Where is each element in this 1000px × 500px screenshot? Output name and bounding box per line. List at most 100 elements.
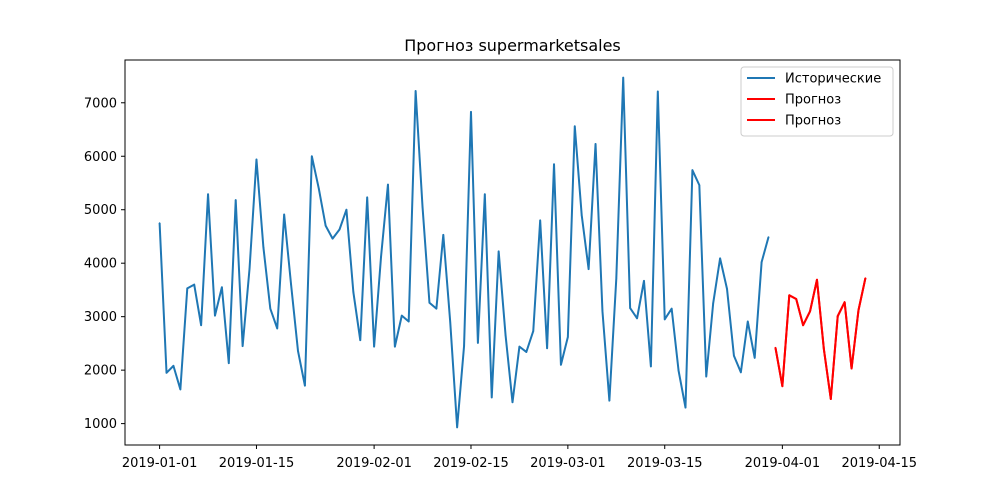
series-0-point-82: [726, 288, 728, 290]
legend-label-2: Прогноз: [785, 114, 841, 129]
series-0-point-29: [359, 339, 362, 341]
series-0-point-23: [317, 187, 320, 190]
series-2-point-1: [781, 385, 784, 387]
series-0-point-61: [580, 214, 583, 216]
series-0-point-11: [234, 199, 237, 201]
series-0-point-78: [698, 184, 701, 186]
series-0-point-38: [421, 206, 424, 208]
series-0-point-59: [567, 336, 569, 338]
y-tick-label-6: 7000: [84, 96, 117, 111]
x-axis: 2019-01-01 2019-01-15 2019-02-01 2019-02-15…: [122, 445, 917, 471]
series-2-point-0: [774, 346, 777, 349]
series-0-point-9: [221, 286, 223, 289]
series-2-point-2: [788, 294, 791, 297]
series-2-point-10: [843, 301, 846, 304]
series-0-point-46: [477, 342, 479, 344]
series-0-point-50: [504, 334, 507, 337]
series-0-point-62: [587, 268, 590, 270]
series-2-point-13: [864, 277, 867, 279]
series-0-point-52: [518, 345, 521, 348]
series-0-point-28: [352, 291, 355, 293]
series-0-point-33: [387, 183, 389, 186]
series-0-point-17: [276, 327, 279, 330]
plot-frame: [124, 59, 901, 446]
series-0-point-47: [484, 193, 486, 196]
series-0-point-54: [532, 330, 535, 332]
series-0-point-74: [670, 307, 673, 310]
series-0-point-88: [767, 236, 770, 238]
y-tick-label-1: 2000: [84, 364, 117, 379]
y-tick-label-3: 4000: [84, 257, 117, 272]
series-0-point-18: [283, 213, 285, 216]
series-0-point-53: [525, 351, 528, 353]
series-0-point-8: [214, 314, 216, 317]
y-tick-label-4: 5000: [84, 203, 117, 218]
series-0-point-25: [331, 237, 334, 240]
legend-box: [740, 66, 894, 137]
series-0-point-85: [746, 320, 749, 323]
series-0-point-75: [677, 369, 680, 372]
series-2-point-7: [823, 348, 825, 351]
x-tick-label-1: 2019-01-15: [219, 456, 295, 471]
series-0-point-60: [573, 125, 576, 128]
series-0-point-6: [200, 324, 202, 327]
series-0-point-41: [442, 234, 445, 236]
series-0-point-67: [622, 76, 625, 79]
series-2-point-12: [857, 309, 860, 312]
series-2-point-5: [809, 310, 811, 313]
series-2-point-11: [850, 367, 853, 370]
series-0-point-66: [615, 277, 618, 280]
series-0-point-44: [463, 345, 465, 347]
y-tick-label-0: 1000: [84, 417, 117, 432]
x-tick-label-6: 2019-04-01: [745, 456, 821, 471]
series-0-point-12: [241, 345, 244, 347]
x-tick-label-4: 2019-03-01: [530, 456, 606, 471]
series-0-point-64: [601, 310, 604, 313]
series-0-point-76: [684, 406, 687, 409]
series-0-point-81: [719, 257, 721, 260]
series-2-point-3: [795, 298, 798, 300]
series-0-point-32: [380, 255, 382, 258]
series-layer: [158, 76, 867, 429]
x-tick-label-2: 2019-02-01: [336, 456, 412, 471]
x-tick-label-0: 2019-01-01: [122, 456, 198, 471]
series-0-point-31: [373, 345, 375, 348]
series-0-point-57: [553, 163, 555, 166]
series-0-point-87: [760, 261, 763, 263]
series-0-point-79: [705, 375, 708, 378]
series-0-point-72: [657, 90, 659, 93]
y-tick-label-2: 3000: [84, 310, 117, 325]
series-0-point-86: [753, 357, 756, 359]
series-0-point-73: [663, 318, 666, 321]
series-line-0: [158, 76, 770, 429]
series-0-point-65: [608, 399, 611, 402]
series-0-point-35: [400, 314, 403, 317]
series-0-point-51: [511, 401, 514, 404]
series-0-point-43: [456, 426, 458, 429]
series-2-point-8: [830, 398, 832, 400]
series-0-point-42: [449, 321, 452, 323]
series-2-point-4: [802, 324, 804, 327]
series-0-point-77: [691, 169, 694, 171]
series-0-point-15: [262, 246, 265, 248]
series-2-point-6: [816, 278, 818, 281]
series-0-point-27: [345, 208, 348, 211]
series-0-point-49: [497, 250, 500, 253]
series-0-point-26: [338, 228, 341, 231]
series-0-point-63: [594, 143, 597, 145]
series-0-point-45: [470, 111, 472, 113]
series-0-point-1: [165, 372, 168, 374]
series-0-point-16: [269, 307, 272, 310]
series-0-point-58: [560, 363, 562, 366]
x-tick-label-5: 2019-03-15: [627, 456, 703, 471]
y-axis: 1000 2000 3000 4000 5000 6000 7000: [84, 96, 125, 432]
series-0-point-68: [629, 307, 631, 309]
x-tick-label-7: 2019-04-15: [841, 456, 917, 471]
series-0-point-56: [546, 347, 548, 350]
series-0-point-10: [227, 362, 230, 364]
series-0-point-40: [435, 307, 438, 310]
series-0-point-7: [207, 193, 209, 196]
series-0-point-80: [712, 302, 714, 305]
series-0-point-84: [740, 371, 742, 374]
